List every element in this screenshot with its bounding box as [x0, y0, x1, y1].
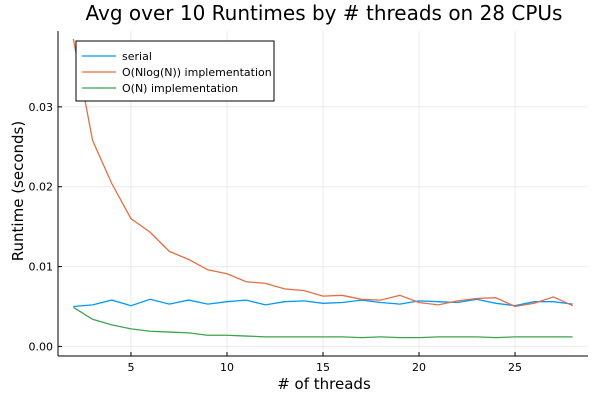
x-tick-label: 10	[220, 361, 234, 374]
chart-title: Avg over 10 Runtimes by # threads on 28 …	[86, 1, 563, 25]
grid	[58, 31, 588, 356]
legend-label: O(Nlog(N)) implementation	[122, 66, 272, 79]
series-line-o-n-implementation	[73, 306, 573, 339]
y-tick-label: 0.03	[29, 101, 54, 114]
x-tick-label: 25	[508, 361, 522, 374]
x-tick-label: 20	[412, 361, 426, 374]
y-tick-label: 0.02	[29, 181, 54, 194]
legend-label: serial	[122, 50, 152, 63]
series-line-serial	[73, 298, 573, 308]
y-tick-label: 0.01	[29, 261, 54, 274]
y-axis-title: Runtime (seconds)	[9, 121, 27, 261]
x-tick-label: 5	[127, 361, 134, 374]
axes: 5 10 15 20 25 0.00 0.01 0.02 0.03	[29, 31, 588, 374]
legend: serial O(Nlog(N)) implementation O(N) impl…	[75, 40, 275, 102]
series-line-o-nlog-n-implementation	[72, 38, 573, 308]
x-axis-title: # of threads	[277, 375, 371, 393]
x-tick-label: 15	[316, 361, 330, 374]
y-tick-label: 0.00	[29, 340, 54, 353]
legend-box	[75, 40, 275, 102]
series-lines	[72, 38, 573, 339]
legend-label: O(N) implementation	[122, 82, 238, 95]
